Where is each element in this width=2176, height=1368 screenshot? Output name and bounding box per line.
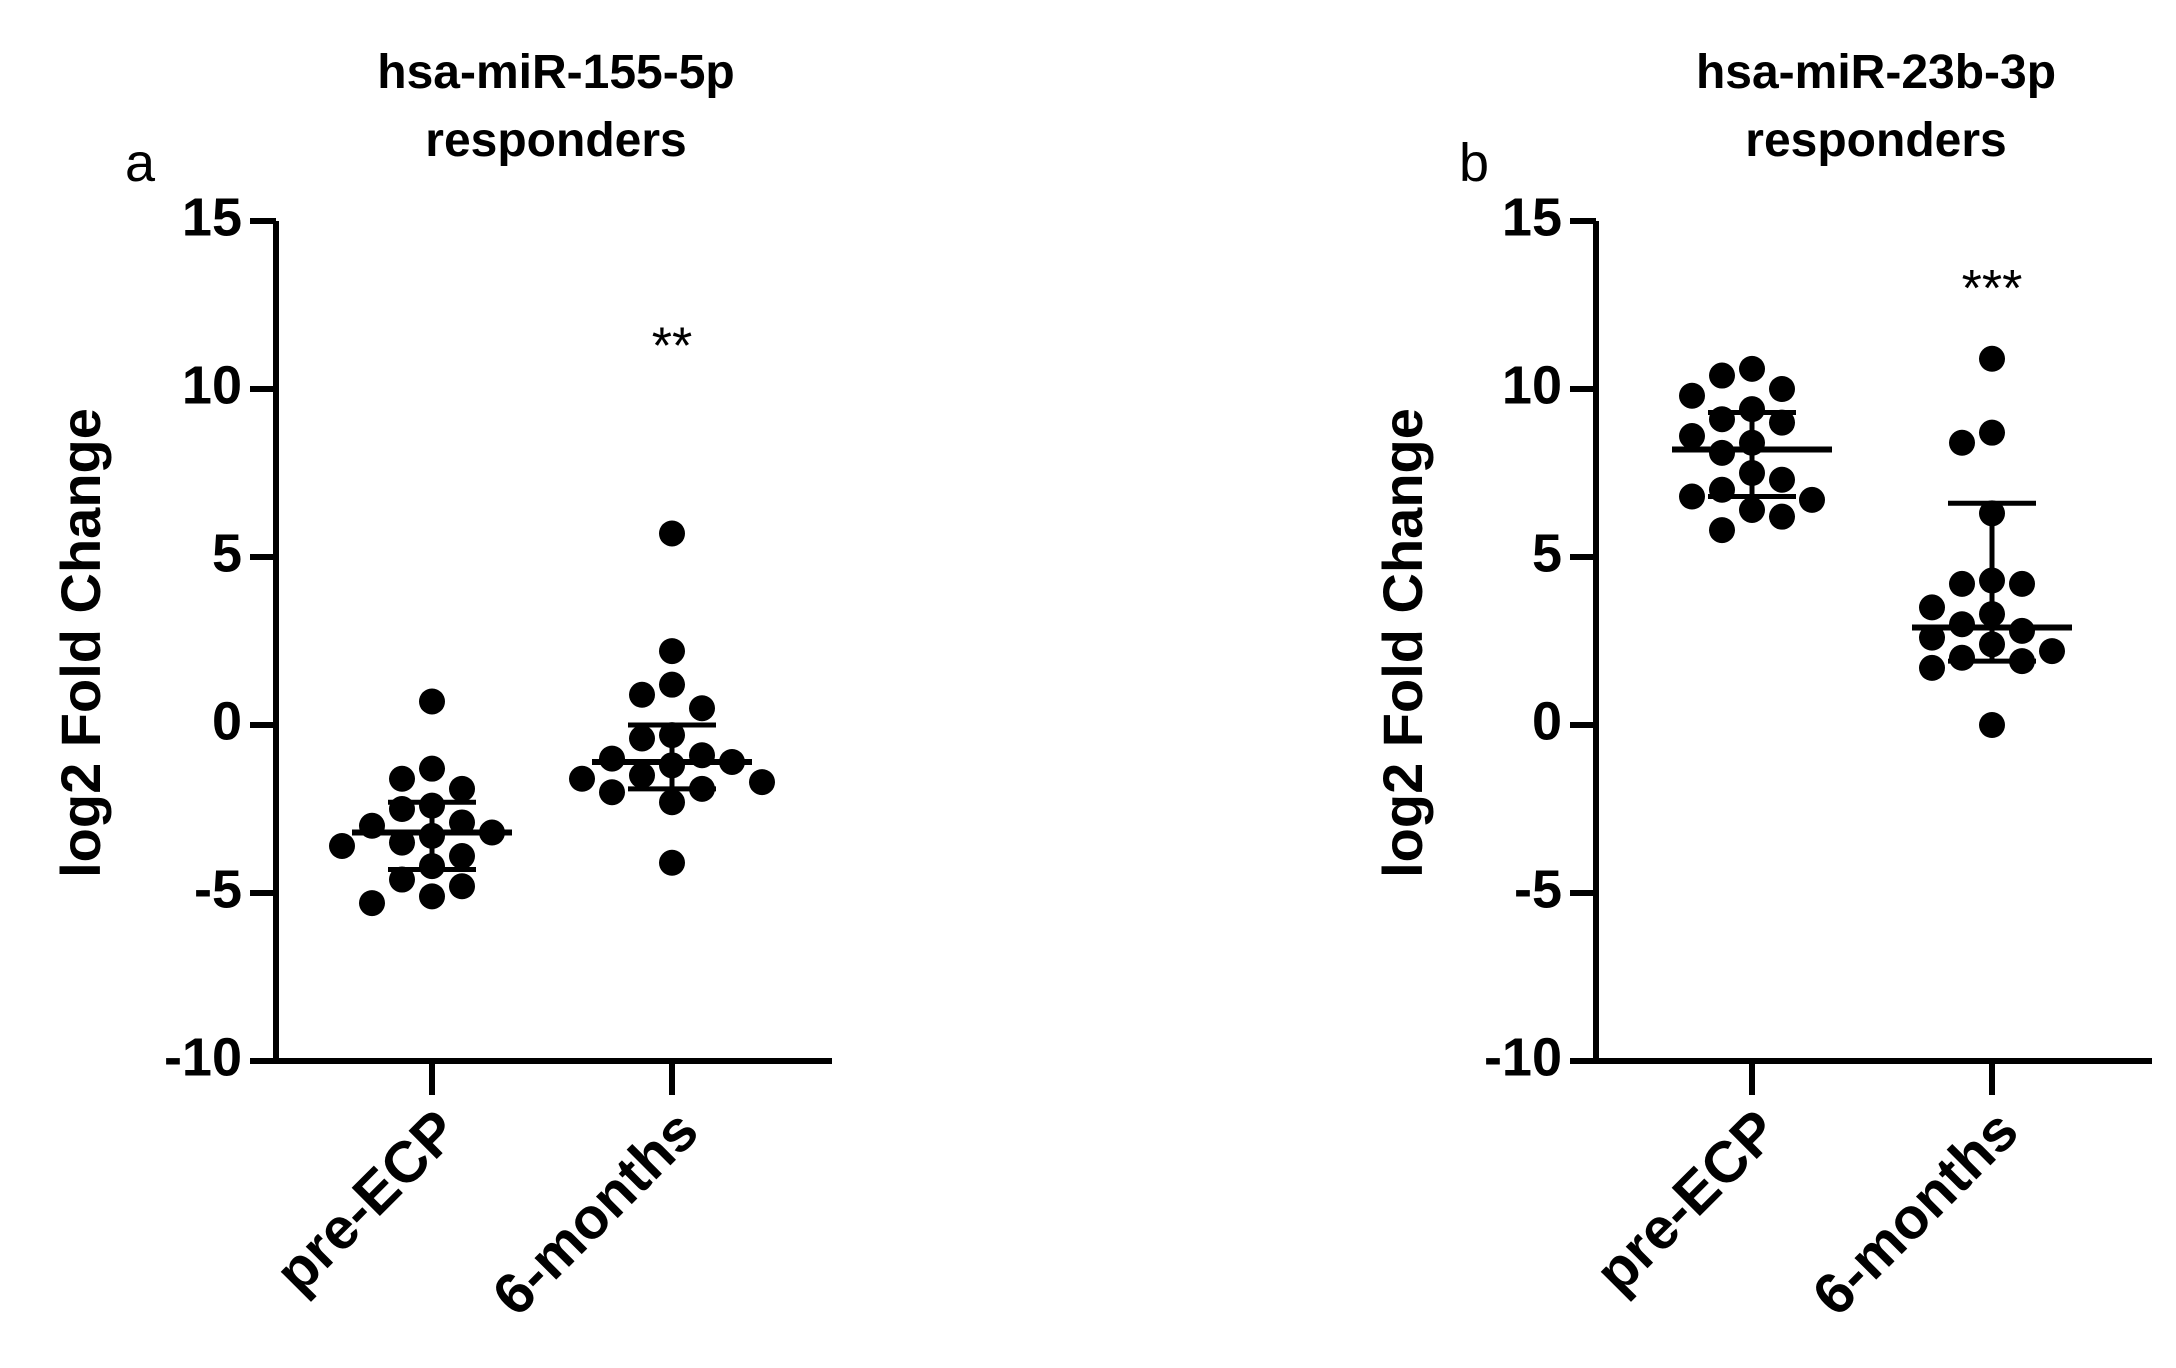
panel-b-data-point [1709,439,1735,466]
panel-b-data-point [1679,382,1705,409]
panel-b-title-line2: responders [1745,114,2006,167]
panel-b-y-tick-label: 0 [1532,691,1562,751]
panel-b-data-point [1709,362,1735,389]
panel-b-category-label-6-months: 6-months [1800,1098,2031,1329]
panel-b-data-point [1949,611,1975,638]
panel-b-y-tick-label: -5 [1514,859,1562,919]
panel-a-y-tick-label: -5 [194,859,242,919]
panel-b-data-point [1739,396,1765,423]
panel-a-data-point [629,762,655,789]
panel-a-y-tick-label: 5 [212,523,242,583]
panel-b-data-point [1949,429,1975,456]
panel-b-data-point [2009,570,2035,597]
panel-a-data-point [629,681,655,708]
panel-a-data-point [449,873,475,900]
panel-b-title-line1: hsa-miR-23b-3p [1696,46,2056,99]
panel-a-data-point [419,688,445,715]
panel-b-data-point [2009,617,2035,644]
panel-b-label: b [1459,133,1489,193]
panel-a-data-point [659,671,685,698]
panel-a-category-label-pre-ecp: pre-ECP [263,1098,471,1306]
panel-b-data-point [1769,503,1795,530]
panel-b-data-point [2039,638,2065,665]
panel-b-y-tick-label: 5 [1532,523,1562,583]
panel-b-data-point [1739,355,1765,382]
panel-a-data-point [449,775,475,802]
panel-a-data-point [419,883,445,910]
panel-b-data-point [1919,594,1945,621]
panel-a-data-point [449,843,475,870]
panel-b-y-tick-label: -10 [1484,1027,1562,1087]
panel-a-y-tick-label: 0 [212,691,242,751]
panel-a-data-point [749,769,775,796]
panel-b: hsa-miR-23b-3p responders b log2 Fold Ch… [1371,46,2152,1328]
panel-b-data-point [1739,496,1765,523]
panel-a: hsa-miR-155-5p responders a log2 Fold Ch… [49,46,832,1328]
panel-a-data-point [449,809,475,836]
panel-a-data-point [599,745,625,772]
panel-a-data-point [599,779,625,806]
panel-b-data-point [1919,624,1945,651]
panel-a-y-tick-label: 15 [182,187,242,247]
panel-a-title-line1: hsa-miR-155-5p [377,46,734,99]
panel-a-data-point [419,755,445,782]
panel-a-data-point [389,765,415,792]
panel-a-data-point [389,866,415,893]
panel-a-y-tick-label: -10 [164,1027,242,1087]
panel-b-y-tick-label: 10 [1502,355,1562,415]
panel-b-data-point [1769,376,1795,402]
panel-b-significance-label: *** [1962,260,2023,318]
panel-a-y-tick-label: 10 [182,355,242,415]
panel-a-data-point [329,832,355,859]
panel-b-data-point [1919,654,1945,681]
panel-a-data-point [389,829,415,856]
panel-a-significance-label: ** [652,317,692,375]
panel-a-y-axis-label: log2 Fold Change [49,408,112,878]
panel-b-data-point [1769,466,1795,493]
panel-b-data-point [1949,570,1975,597]
panel-b-data-point [1679,483,1705,510]
panel-b-data-point [1709,517,1735,544]
panel-b-y-axis-label: log2 Fold Change [1371,408,1434,878]
panel-b-y-tick-label: 15 [1502,187,1562,247]
panel-a-data-point [659,638,685,665]
panel-b-data-point [1979,419,2005,446]
panel-a-data-point [659,789,685,816]
panel-a-data-point [659,849,685,876]
panel-a-title-line2: responders [425,114,686,167]
panel-b-data-point [1679,423,1705,450]
panel-a-data-point [689,695,715,722]
panel-b-category-label-pre-ecp: pre-ECP [1583,1098,1791,1306]
panel-b-data-point [1949,644,1975,671]
panel-a-data-point [629,725,655,752]
panel-a-category-label-6-months: 6-months [480,1098,711,1329]
panel-a-label: a [125,133,156,193]
panel-a-data-point [659,520,685,547]
panel-a-data-point [359,890,385,917]
panel-b-data-point [1979,712,2005,738]
panel-b-data-point [1769,409,1795,436]
panel-b-data-point [1979,345,2005,372]
panel-a-data-point [569,765,595,792]
panel-b-data-point [1799,486,1825,513]
